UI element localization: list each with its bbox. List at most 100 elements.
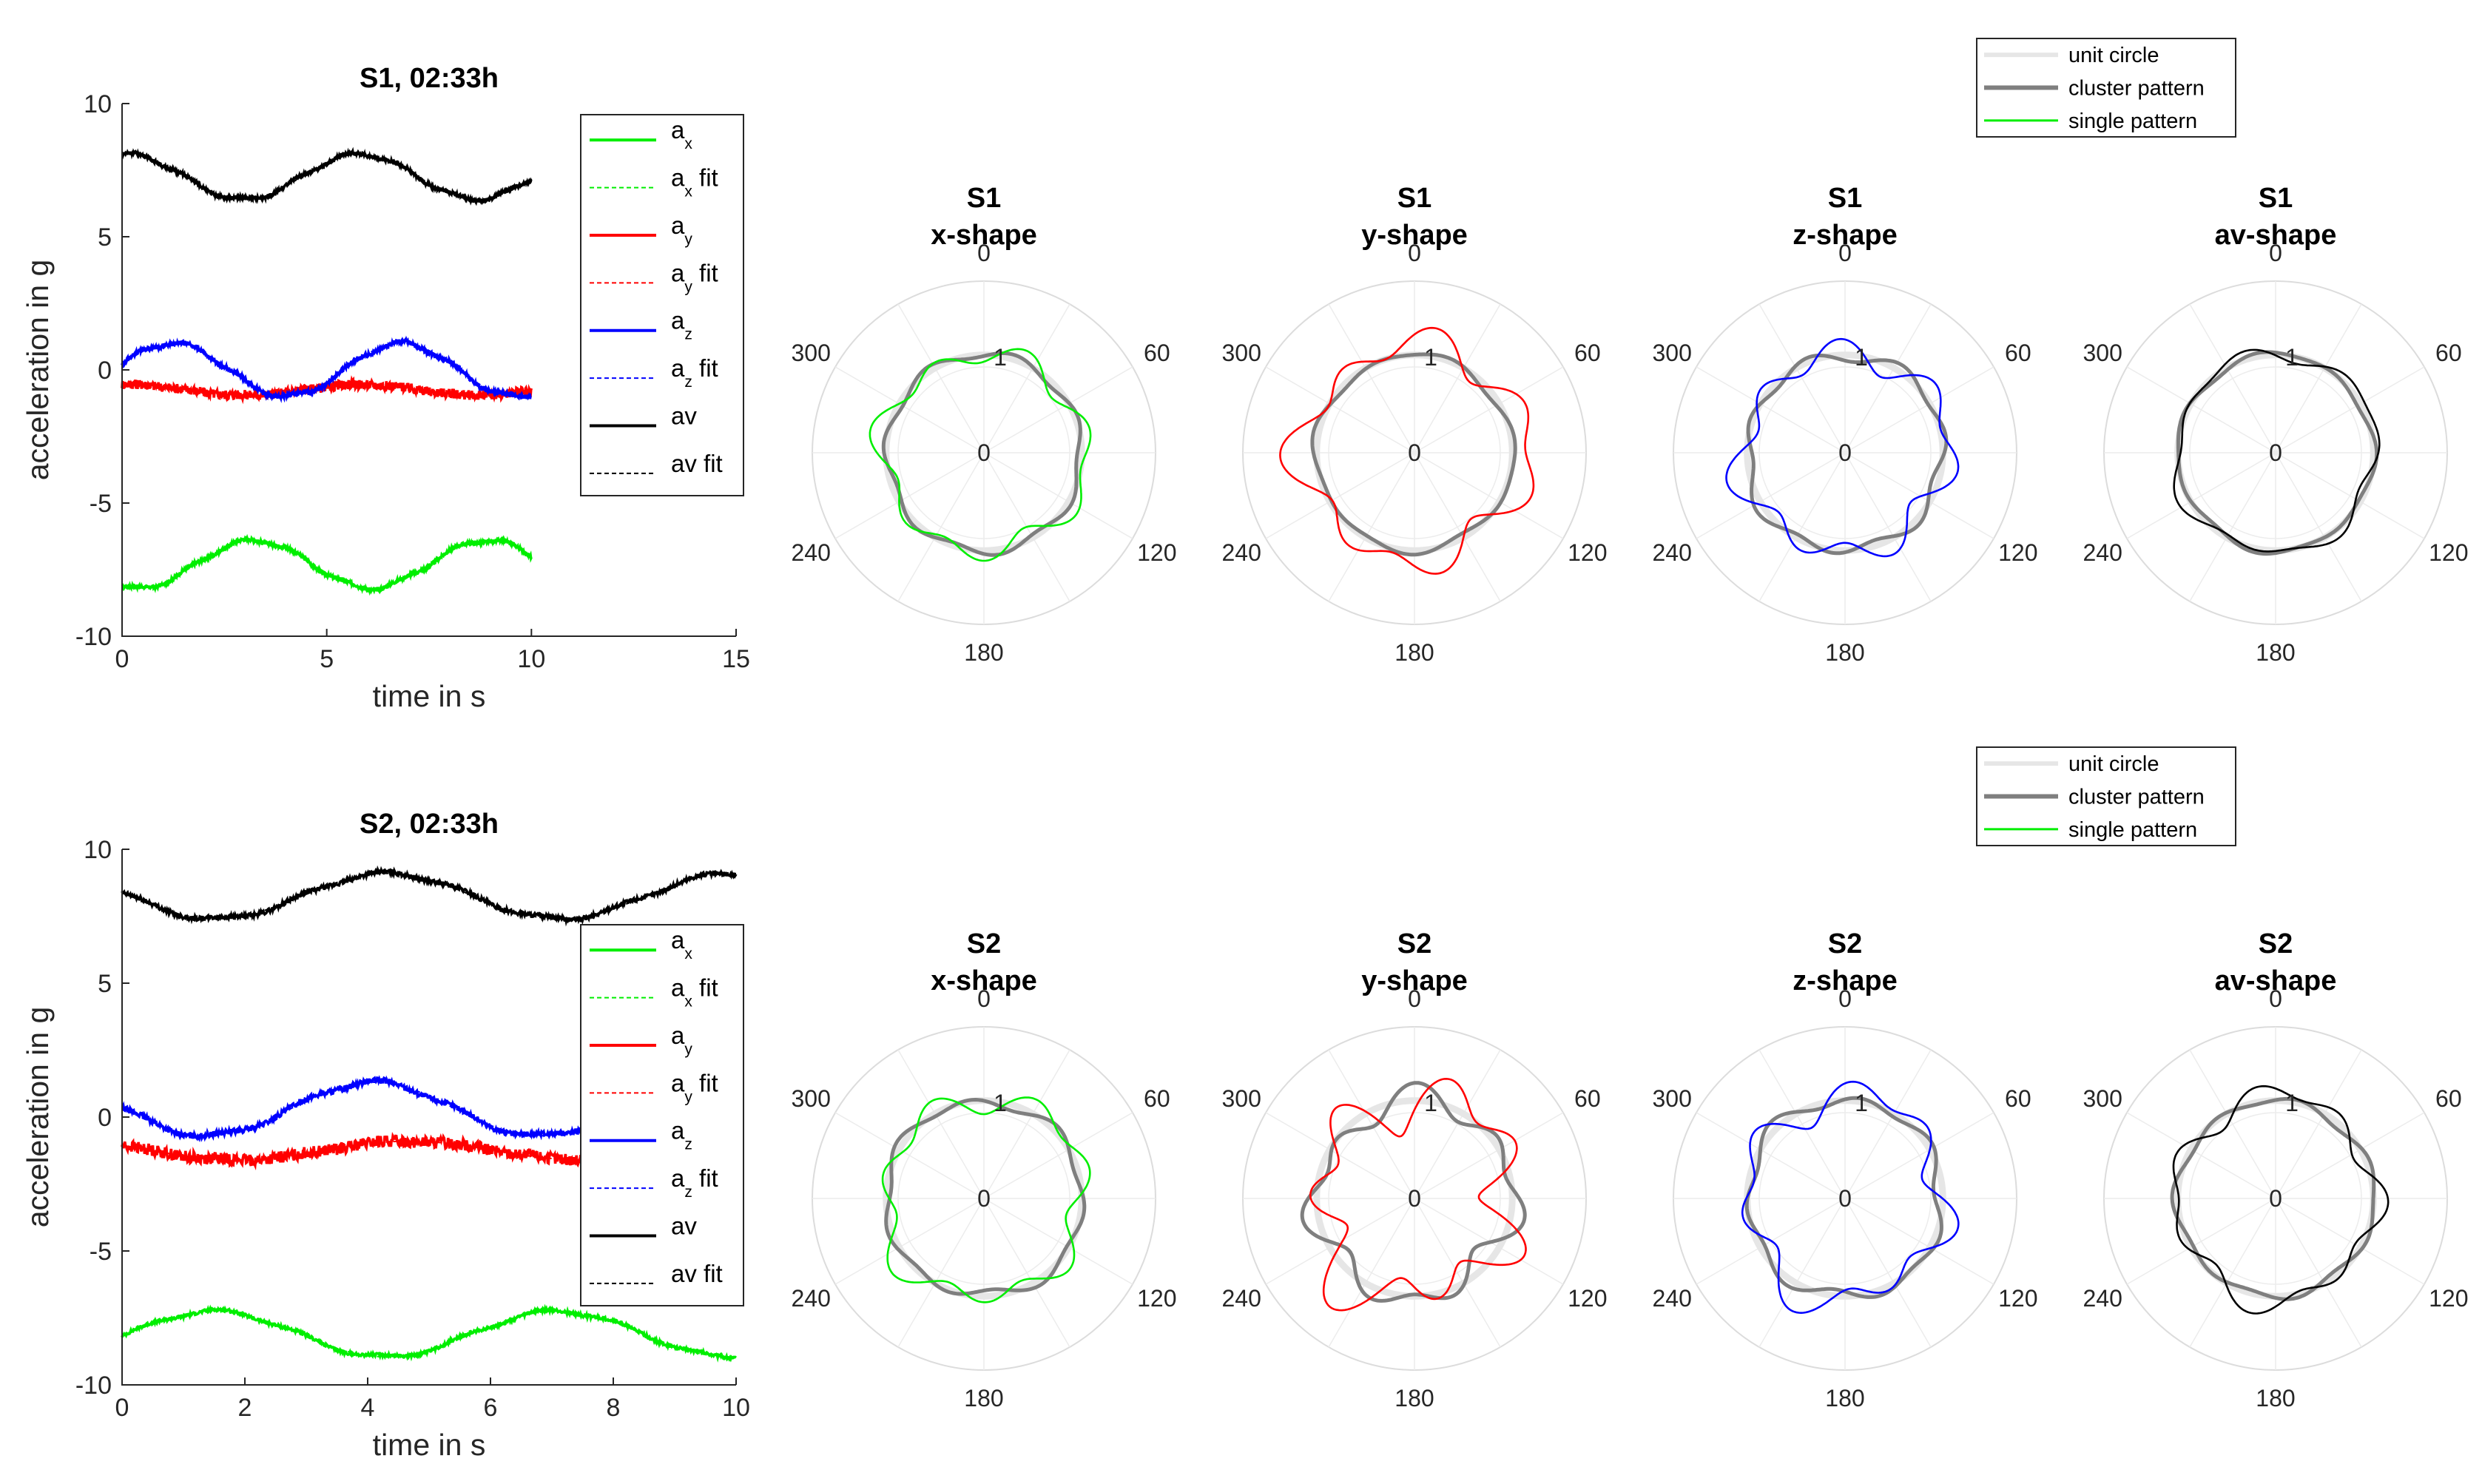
polar-spoke — [1414, 1198, 1501, 1348]
legend-label: av — [671, 1212, 697, 1239]
line-chart-2: 0 2 4 6 8 10 -10 -5 0 5 10 S2, 02:33h time in s accel… — [21, 809, 750, 1462]
r-label: 1 — [1855, 1090, 1868, 1116]
polar-spoke — [1758, 1198, 1846, 1348]
legend-box — [580, 924, 744, 1306]
polar-plot-5: 0 60 120 180 240 300 0 1 S2 x-shape — [791, 928, 1176, 1412]
polar-spoke — [2275, 452, 2362, 602]
angle-label: 0 — [1408, 240, 1421, 266]
legend-label: ay fit — [671, 1069, 718, 1105]
polar-spoke — [983, 1198, 1070, 1348]
polar-legend-label: unit circle — [2068, 752, 2159, 776]
polar-spoke — [2189, 303, 2276, 453]
polar-spoke — [897, 303, 985, 453]
legend-label: av fit — [671, 450, 723, 477]
legend-box — [580, 114, 744, 496]
single-pattern — [869, 348, 1092, 562]
legend-label: ay — [671, 212, 692, 248]
legend-label: az fit — [671, 354, 718, 391]
polar-spoke — [983, 303, 1070, 453]
angle-label: 240 — [1652, 1285, 1691, 1312]
polar-title-sensor: S2 — [1397, 928, 1431, 959]
x-axis-label: time in s — [373, 679, 486, 713]
polar-title-sensor: S1 — [2259, 183, 2293, 214]
angle-label: 300 — [1221, 340, 1261, 366]
polar-spoke — [1265, 366, 1415, 453]
y-tick-label: -5 — [90, 490, 112, 518]
x-tick-label: 10 — [517, 645, 545, 673]
x-tick-label: 2 — [238, 1394, 252, 1422]
angle-label: 180 — [1395, 639, 1434, 666]
polar-spoke — [983, 1049, 1070, 1199]
polar-spoke — [2126, 1112, 2276, 1199]
polar-spoke — [1265, 1112, 1415, 1199]
angle-label: 300 — [2083, 1085, 2122, 1112]
series-az — [121, 335, 532, 403]
polar-plot-2: 0 60 120 180 240 300 0 1 S1 y-shape — [1221, 183, 1607, 666]
polar-legend-label: single pattern — [2068, 818, 2197, 842]
series-av-fit — [122, 153, 532, 200]
r-label: 0 — [2269, 439, 2282, 466]
polar-spoke — [1414, 1049, 1501, 1199]
chart-title: S1, 02:33h — [360, 63, 499, 94]
legend-label: az — [671, 307, 692, 343]
polar-spoke — [1414, 303, 1501, 453]
polar-title-sensor: S1 — [1828, 183, 1862, 214]
r-label: 1 — [1855, 344, 1868, 371]
angle-label: 300 — [1652, 340, 1691, 366]
polar-plot-1: 0 60 120 180 240 300 0 1 S1 x-shape — [791, 183, 1176, 666]
legend-label: av fit — [671, 1260, 723, 1287]
angle-label: 60 — [2005, 1085, 2031, 1112]
polar-plot-7: 0 60 120 180 240 300 0 1 S2 z-shape — [1652, 928, 2037, 1412]
polar-spoke — [2275, 452, 2425, 539]
polar-spoke — [1328, 1198, 1415, 1348]
angle-label: 120 — [1137, 1285, 1176, 1312]
angle-label: 120 — [1137, 539, 1176, 566]
angle-label: 120 — [1568, 1285, 1607, 1312]
angle-label: 180 — [1825, 639, 1864, 666]
single-pattern — [1725, 337, 1960, 558]
r-label: 1 — [994, 344, 1007, 371]
polar-spoke — [2275, 366, 2425, 453]
y-tick-label: -10 — [75, 623, 112, 651]
polar-spoke — [2126, 452, 2276, 539]
angle-label: 0 — [2269, 985, 2282, 1012]
polar-title-shape: z-shape — [1793, 965, 1897, 996]
polar-spoke — [1844, 452, 1932, 602]
polar-spoke — [834, 452, 985, 539]
polar-spoke — [897, 1049, 985, 1199]
angle-label: 300 — [2083, 340, 2122, 366]
angle-label: 300 — [791, 1085, 830, 1112]
x-tick-label: 5 — [320, 645, 334, 673]
single-pattern — [881, 1096, 1091, 1303]
angle-label: 0 — [977, 240, 991, 266]
angle-label: 60 — [1574, 340, 1601, 366]
polar-spoke — [1696, 1112, 1846, 1199]
angle-label: 180 — [964, 639, 1003, 666]
r-label: 1 — [2285, 1090, 2299, 1116]
polar-spoke — [1844, 1112, 1994, 1199]
polar-spoke — [834, 1198, 985, 1285]
polar-spoke — [2275, 1198, 2425, 1285]
single-pattern — [1279, 326, 1535, 575]
y-tick-label: 0 — [98, 357, 112, 385]
r-label: 0 — [1838, 1185, 1852, 1212]
polar-spoke — [834, 1112, 985, 1199]
polar-spoke — [1414, 452, 1501, 602]
angle-label: 180 — [1395, 1385, 1434, 1412]
legend-label: ay fit — [671, 259, 718, 295]
cluster-pattern — [1744, 1096, 1943, 1299]
angle-label: 120 — [2429, 539, 2468, 566]
polar-spoke — [2275, 1198, 2362, 1348]
polar-spoke — [1414, 1112, 1564, 1199]
polar-spoke — [2126, 366, 2276, 453]
polar-spoke — [2189, 452, 2276, 602]
single-pattern — [2173, 348, 2381, 553]
polar-title-shape: av-shape — [2215, 220, 2337, 251]
y-tick-label: 5 — [98, 970, 112, 998]
polar-spoke — [1844, 1198, 1994, 1285]
r-label: 0 — [2269, 1185, 2282, 1212]
angle-label: 240 — [791, 1285, 830, 1312]
angle-label: 60 — [1574, 1085, 1601, 1112]
single-pattern — [1309, 1077, 1527, 1312]
